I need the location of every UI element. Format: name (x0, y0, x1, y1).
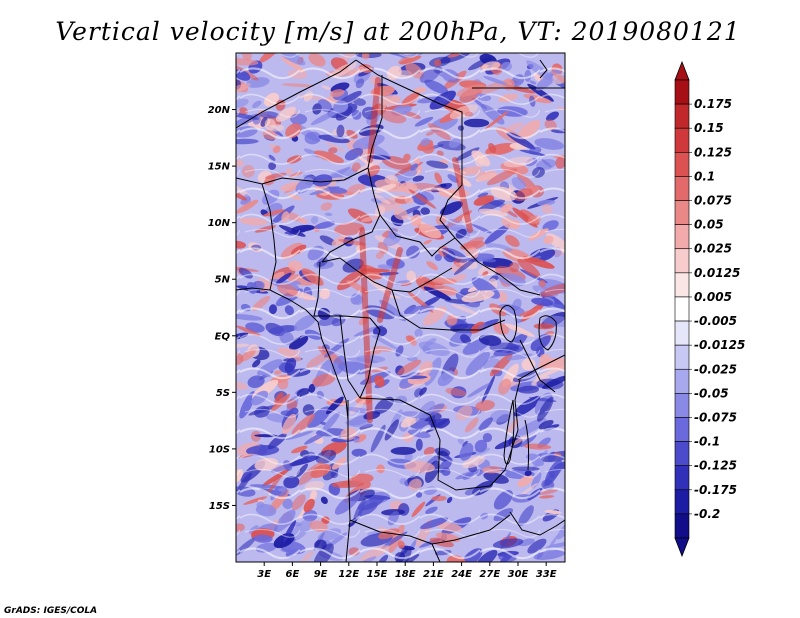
lon-tick-label: 9E (314, 569, 328, 580)
colorbar-segment (674, 393, 690, 418)
lat-tick-label: 10N (208, 218, 231, 229)
colorbar-label: 0.025 (694, 242, 732, 256)
lon-tick-label: 18E (395, 569, 416, 580)
colorbar-segment (674, 248, 690, 274)
lat-tick-label: 5S (216, 388, 230, 399)
lon-tick-label: 12E (338, 569, 359, 580)
map-frame (235, 52, 566, 563)
lon-tick-label: 21E (423, 569, 444, 580)
lat-tick-label: 5N (215, 275, 231, 286)
colorbar-label: -0.05 (694, 386, 729, 400)
colorbar-label: 0.0125 (694, 266, 740, 280)
longitude-axis: 3E 6E 9E 12E 15E 18E 21E 24E 27E 30E 33E (257, 562, 557, 580)
colorbar-segment (674, 224, 690, 250)
lat-tick-label: 15N (208, 162, 231, 173)
colorbar-label: 0.125 (694, 145, 732, 159)
colorbar-label: 0.1 (694, 169, 715, 183)
colorbar-segment (674, 441, 690, 466)
colorbar-segment (674, 127, 690, 153)
colorbar-bottom-arrow (674, 537, 690, 558)
country-borders (236, 59, 565, 562)
colorbar-segment (674, 344, 690, 370)
lat-tick-label: EQ (215, 331, 231, 342)
lat-tick-label: 15S (209, 501, 230, 512)
colorbar-label: 0.05 (694, 218, 724, 232)
colorbar-segment (674, 296, 690, 322)
lat-tick-label: 10S (209, 444, 230, 455)
lon-tick-label: 24E (451, 569, 472, 580)
colorbar-segment (674, 417, 690, 442)
coastline (236, 59, 557, 471)
lon-tick-label: 6E (286, 569, 300, 580)
colorbar-label: -0.075 (694, 410, 737, 424)
colorbar-top-arrow (674, 60, 690, 81)
latitude-axis: 20N 15N 10N 5N EQ 5S 10S 15S (208, 105, 236, 512)
lon-tick-label: 33E (536, 569, 557, 580)
lat-tick-label: 20N (208, 105, 231, 116)
colorbar-segment (674, 272, 690, 298)
footer-credit: GrADS: IGES/COLA (4, 606, 97, 616)
colorbar: 0.175 0.15 0.125 0.1 0.075 0.05 0.025 0.0125 0.0… (674, 60, 745, 558)
colorbar-segment (674, 103, 690, 129)
map-panel (236, 53, 565, 562)
colorbar-label: -0.2 (694, 507, 720, 521)
colorbar-label: -0.175 (694, 483, 737, 497)
field-texture (236, 53, 565, 562)
colorbar-label: 0.175 (694, 97, 732, 111)
colorbar-label: 0.15 (694, 121, 724, 135)
colorbar-label: 0.075 (694, 194, 732, 208)
colorbar-segment (674, 513, 690, 539)
colorbar-segment (674, 79, 690, 105)
lon-tick-label: 30E (508, 569, 529, 580)
colorbar-segment (674, 176, 690, 201)
page-title: Vertical velocity [m/s] at 200hPa, VT: 2… (55, 17, 740, 46)
lon-tick-label: 27E (479, 569, 500, 580)
colorbar-label: -0.125 (694, 459, 737, 473)
colorbar-segment (674, 320, 690, 346)
colorbar-label: -0.0125 (694, 338, 745, 352)
colorbar-label: -0.1 (694, 435, 720, 449)
colorbar-label: -0.025 (694, 362, 737, 376)
colorbar-segment (674, 465, 690, 491)
colorbar-segment (674, 489, 690, 515)
lon-tick-label: 15E (367, 569, 388, 580)
lon-tick-label: 3E (257, 569, 271, 580)
colorbar-segment (674, 200, 690, 225)
colorbar-label: 0.005 (694, 290, 732, 304)
colorbar-segment (674, 152, 690, 177)
colorbar-segment (674, 368, 690, 394)
colorbar-label: -0.005 (694, 314, 737, 328)
